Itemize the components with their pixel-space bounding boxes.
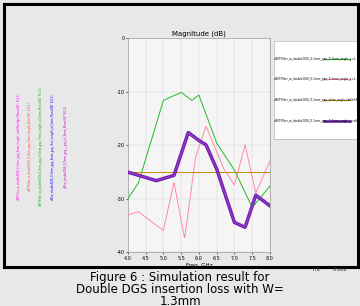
Text: dB(TFIlter_w_doubleDGS_0.1mm_gap_shire_angle_tablelUt: S(2,1)): dB(TFIlter_w_doubleDGS_0.1mm_gap_shire_a… xyxy=(274,98,360,102)
Text: dB(TFilter_w_doubleDGS_0.2mm_gap_0.3mm_gap_'First_Length_of_5mm_Manu(W)' S(2,1): dB(TFilter_w_doubleDGS_0.2mm_gap_0.3mm_g… xyxy=(39,88,43,206)
Text: m1: m1 xyxy=(312,267,320,272)
Text: dB(TFilter_w_doubleDGS_0.3mm_gap_5mm_length_Wom(W)' S(2,1): dB(TFilter_w_doubleDGS_0.3mm_gap_5mm_len… xyxy=(28,103,32,191)
Text: 1.3mm: 1.3mm xyxy=(159,295,201,306)
Text: Phase: Phase xyxy=(333,267,347,272)
Text: dB(w_doubleDGS_0.2mm_gap_'_gap_of_5mm_Manu(W)' S(2,1): dB(w_doubleDGS_0.2mm_gap_'_gap_of_5mm_Ma… xyxy=(63,106,68,188)
Text: Figure 6 : Simulation result for: Figure 6 : Simulation result for xyxy=(90,271,270,284)
Text: dB(w_doubleDGS_0.3mm_gap_4mm_gap_'Sec_Length_of_5mm_Manu(W)' S(2,1): dB(w_doubleDGS_0.3mm_gap_4mm_gap_'Sec_Le… xyxy=(51,94,55,200)
X-axis label: Freq, GHz: Freq, GHz xyxy=(186,263,212,268)
Text: dB(TFIlter_w_doubleDGS_0.1mm_gap_0.1mm_angle_y=1.3mm_tablelUt_0: S(2,1)): dB(TFIlter_w_doubleDGS_0.1mm_gap_0.1mm_a… xyxy=(274,57,360,61)
Title: Magnitude (dB): Magnitude (dB) xyxy=(172,31,226,37)
Text: dB(Filter_w_doubleDGS_0.3mm_gap_5mm_length_'widthbridge_Manu(W)'  S(2,1): dB(Filter_w_doubleDGS_0.3mm_gap_5mm_leng… xyxy=(17,94,21,200)
Text: dB(TFIlter_w_doubleDGS_0.1mm_gap_0.1mm_angle_y=1.3mm_tablelUt: S(2,1)): dB(TFIlter_w_doubleDGS_0.1mm_gap_0.1mm_a… xyxy=(274,77,360,81)
Text: dB(TFIlter_w_doubleDGS_0.1mm_gap_0.1mm_angle_y=althdonga_tablelUt: S(2,1)): dB(TFIlter_w_doubleDGS_0.1mm_gap_0.1mm_a… xyxy=(274,119,360,123)
Text: Double DGS insertion loss with W=: Double DGS insertion loss with W= xyxy=(76,283,284,296)
